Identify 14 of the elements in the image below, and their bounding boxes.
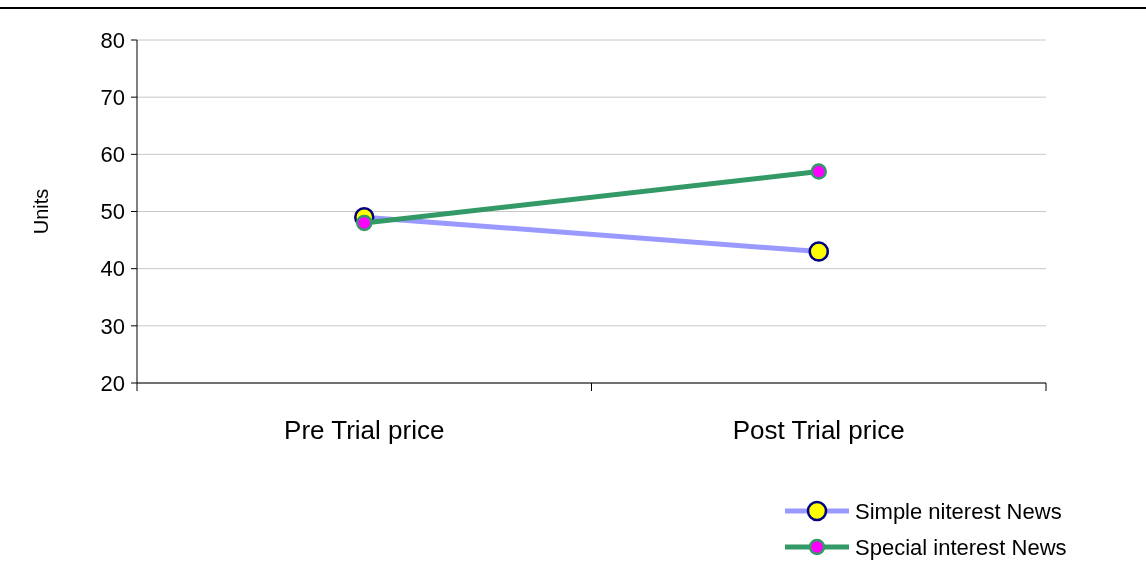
x-tick-label: Pre Trial price — [284, 415, 445, 445]
y-tick-label: 20 — [100, 370, 125, 396]
legend-label: Simple niterest News — [855, 498, 1062, 524]
point — [356, 214, 373, 232]
point — [810, 163, 827, 180]
y-tick-label: 30 — [100, 313, 125, 339]
y-axis-title: Units — [30, 188, 52, 235]
legend-label: Special interest News — [855, 534, 1067, 560]
y-tick-label: 60 — [100, 142, 125, 168]
y-tick-label: 50 — [100, 199, 125, 225]
y-tick-label: 40 — [100, 256, 125, 282]
y-tick-label: 70 — [100, 84, 125, 110]
y-tick-label: 80 — [100, 27, 125, 53]
x-tick-label: Post Trial price — [732, 415, 905, 445]
